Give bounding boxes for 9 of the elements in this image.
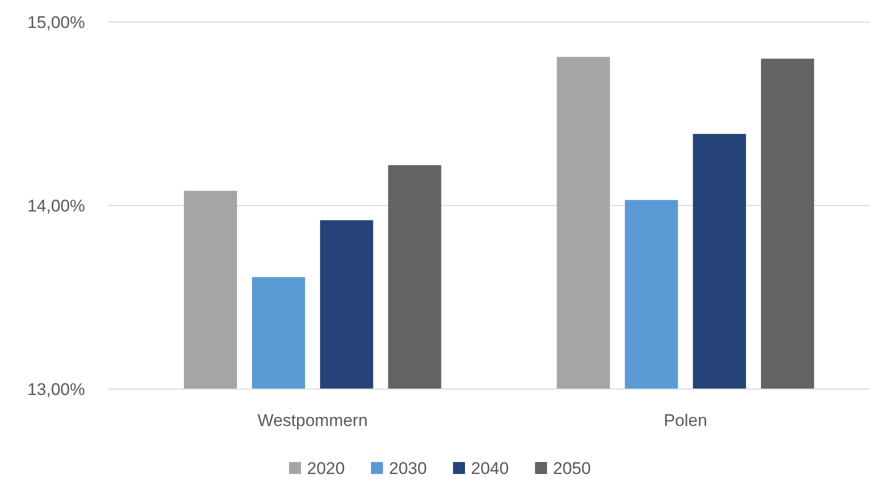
y-tick-label: 15,00%: [27, 12, 85, 32]
legend-label: 2030: [389, 458, 427, 478]
y-tick-label: 14,00%: [27, 196, 85, 216]
x-tick-label: Westpommern: [257, 410, 368, 430]
y-tick-label: 13,00%: [27, 380, 85, 399]
legend-label: 2050: [553, 458, 591, 478]
legend-label: 2040: [471, 458, 509, 478]
legend-label: 2020: [307, 458, 345, 478]
x-tick-label: Polen: [664, 410, 708, 430]
